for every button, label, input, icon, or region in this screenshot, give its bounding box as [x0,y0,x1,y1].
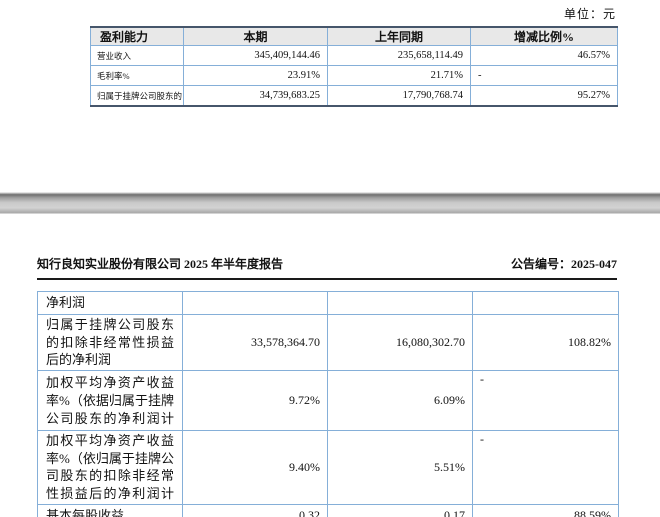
cell-change-ratio: 88.59% [472,504,619,517]
cell-current-period: 34,739,683.25 [183,85,328,107]
report-title: 知行良知实业股份有限公司 2025 年半年度报告 [37,257,284,271]
table-row: 加权平均净资产收益率%（依归属于挂牌公司股东的扣除非经常性损益后的净利润计算） … [37,430,619,505]
cell-label: 毛利率% [90,65,184,86]
cell-prior-period [327,291,473,315]
table-row: 归属于挂牌公司股东的扣除非经常性损益后的净利润 33,578,364.70 16… [37,314,619,371]
cell-prior-period: 235,658,114.49 [327,45,471,66]
profitability-table-continued: 净利润 归属于挂牌公司股东的扣除非经常性损益后的净利润 33,578,364.7… [37,291,619,517]
profitability-table: 盈利能力 本期 上年同期 增减比例% 营业收入 345,409,144.46 2… [90,26,618,107]
cell-change-ratio: - [472,430,619,505]
cell-prior-period: 21.71% [327,65,471,86]
table-row: 基本每股收益 0.32 0.17 88.59% [37,504,619,517]
table-row: 净利润 [37,291,619,315]
cell-prior-period: 6.09% [327,370,473,431]
cell-change-ratio: 95.27% [470,85,618,107]
cell-label: 归属于挂牌公司股东的 [90,85,184,107]
cell-current-period: 23.91% [183,65,328,86]
cell-label-text: 归属于挂牌公司股东的扣除非经常性损益后的净利润 [46,317,174,367]
cell-label: 加权平均净资产收益率%（依据归属于挂牌公司股东的净利润计算） [37,370,183,431]
cell-label-text: 净利润 [46,295,86,310]
cell-label: 加权平均净资产收益率%（依归属于挂牌公司股东的扣除非经常性损益后的净利润计算） [37,430,183,505]
cell-label-text: 加权平均净资产收益率%（依归属于挂牌公司股东的扣除非经常性损益后的净利润计算） [46,433,174,501]
header-rule [37,278,617,280]
cell-current-period: 0.32 [182,504,328,517]
cell-current-period: 345,409,144.46 [183,45,328,66]
cell-label: 基本每股收益 [37,504,183,517]
cell-label: 营业收入 [90,45,184,66]
cell-label: 净利润 [37,291,183,315]
table-row: 毛利率% 23.91% 21.71% - [90,65,618,86]
cell-label: 归属于挂牌公司股东的扣除非经常性损益后的净利润 [37,314,183,371]
cell-prior-period: 17,790,768.74 [327,85,471,107]
table-row: 加权平均净资产收益率%（依据归属于挂牌公司股东的净利润计算） 9.72% 6.0… [37,370,619,431]
cell-prior-period: 16,080,302.70 [327,314,473,371]
col-header-metric: 盈利能力 [90,26,184,46]
table-row: 营业收入 345,409,144.46 235,658,114.49 46.57… [90,45,618,66]
cell-change-ratio: - [470,65,618,86]
unit-label: 单位：元 [563,7,616,21]
cell-change-ratio [472,291,619,315]
cell-current-period [182,291,328,315]
col-header-prior-period: 上年同期 [327,26,471,46]
cell-label-text: 加权平均净资产收益率%（依据归属于挂牌公司股东的净利润计算） [46,375,174,426]
table-header-row: 盈利能力 本期 上年同期 增减比例% [90,26,618,46]
cell-current-period: 9.72% [182,370,328,431]
announcement-number: 公告编号：2025-047 [511,257,617,271]
col-header-change-ratio: 增减比例% [470,26,618,46]
col-header-current-period: 本期 [183,26,328,46]
cell-label-text: 基本每股收益 [46,508,125,517]
cell-current-period: 9.40% [182,430,328,505]
cell-prior-period: 0.17 [327,504,473,517]
cell-current-period: 33,578,364.70 [182,314,328,371]
cell-change-ratio: - [472,370,619,431]
page-separator [0,192,660,214]
table-row: 归属于挂牌公司股东的 34,739,683.25 17,790,768.74 9… [90,85,618,107]
cell-change-ratio: 108.82% [472,314,619,371]
cell-prior-period: 5.51% [327,430,473,505]
cell-change-ratio: 46.57% [470,45,618,66]
